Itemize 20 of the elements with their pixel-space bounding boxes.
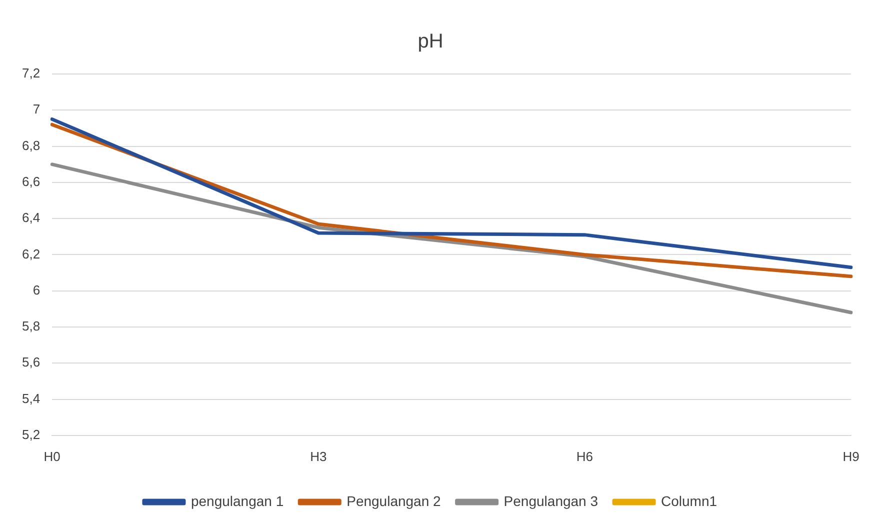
legend-label: Pengulangan 2 bbox=[346, 492, 442, 509]
y-tick-label: 7,2 bbox=[22, 66, 40, 81]
y-tick-label: 6,4 bbox=[22, 210, 40, 226]
x-tick-label: H3 bbox=[310, 448, 327, 464]
legend-label: pengulangan 1 bbox=[190, 492, 284, 509]
y-tick-label: 5,2 bbox=[22, 426, 40, 442]
y-tick-label: 5,6 bbox=[22, 354, 40, 370]
x-tick-label: H6 bbox=[576, 448, 594, 464]
y-tick-label: 6,2 bbox=[22, 246, 40, 262]
chart-title: pH bbox=[418, 30, 444, 53]
x-tick-label: H9 bbox=[842, 448, 860, 464]
y-tick-label: 5,4 bbox=[22, 390, 40, 406]
y-tick-label: 6 bbox=[32, 282, 40, 298]
y-tick-label: 5,8 bbox=[22, 318, 40, 334]
x-tick-label: H0 bbox=[44, 448, 60, 464]
y-tick-label: 7 bbox=[32, 102, 40, 117]
legend-label: Pengulangan 3 bbox=[504, 492, 598, 509]
legend-label: Column1 bbox=[661, 492, 718, 509]
y-tick-label: 6,8 bbox=[22, 138, 40, 153]
y-tick-label: 6,6 bbox=[22, 174, 40, 189]
